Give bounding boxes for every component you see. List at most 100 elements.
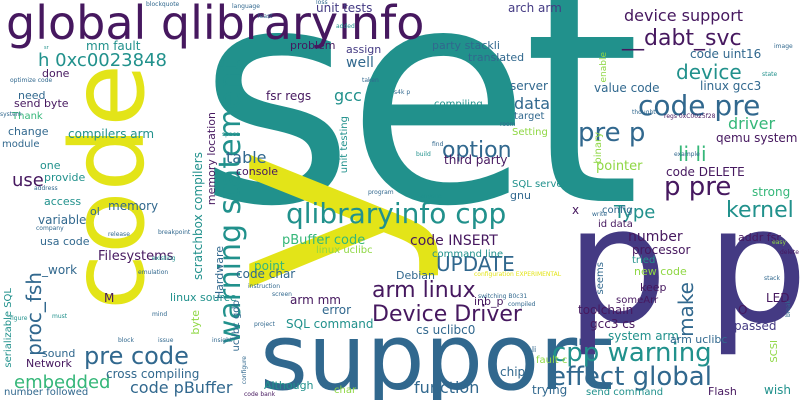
- word-assign: assign: [346, 43, 382, 56]
- word-release: release: [108, 231, 130, 238]
- word-image: image: [774, 43, 793, 50]
- word-o: O: [738, 303, 748, 317]
- word-pointer: pointer: [596, 159, 643, 174]
- word-unit-testing: unit testing: [339, 116, 350, 174]
- word-thought: thought: [632, 109, 656, 116]
- word-translated: translated: [468, 51, 525, 64]
- word-code-pre: code pre: [638, 89, 761, 122]
- word-serializable-sql: serializable SQL: [3, 288, 14, 368]
- word-linux-gcc3: linux gcc3: [700, 79, 762, 93]
- word-flash: Flash: [708, 385, 737, 398]
- word-language: language: [232, 3, 260, 10]
- word-usa-code: usa code: [40, 235, 90, 248]
- word-h-0xc: h 0xc0023848: [38, 50, 167, 71]
- word-tried: tried: [632, 255, 656, 266]
- word-space: space: [222, 131, 240, 138]
- word-sr: sr: [44, 45, 49, 51]
- word-device-driver: Device Driver: [372, 302, 522, 327]
- word-problem: problem: [290, 39, 336, 52]
- word-qemu-system: qemu system: [716, 131, 798, 145]
- word-anyone: anyone: [420, 193, 443, 200]
- word-device-support: device support: [624, 6, 744, 25]
- word-sound: sound: [42, 347, 76, 360]
- word-seems: seems: [595, 262, 606, 295]
- word-must: must: [52, 313, 68, 320]
- word-byte: byte: [189, 310, 202, 335]
- word-wish: wish: [764, 383, 792, 397]
- word-config: config: [602, 205, 633, 216]
- word-somearr: someArr: [616, 295, 659, 306]
- word-strong: strong: [752, 185, 791, 199]
- word-code-bank: code bank: [244, 391, 276, 398]
- word-system-arm: system arm: [608, 329, 679, 343]
- word-function: function: [414, 378, 480, 397]
- word-one: one: [40, 159, 61, 172]
- word-processor: processor: [632, 243, 691, 257]
- word-ol: ol: [90, 205, 100, 218]
- word-configuration-experimental: configuration EXPERIMENTAL: [474, 271, 562, 278]
- word-code-char: code char: [236, 267, 296, 281]
- word-driver: driver: [728, 114, 776, 133]
- word-blockquote: blockquote: [146, 1, 180, 8]
- word-point: point: [254, 259, 285, 273]
- word-variable: variable: [38, 213, 87, 227]
- word-party-stackli: party stackli: [432, 39, 500, 52]
- word-send-byte: send byte: [14, 97, 69, 110]
- word-delete: delete: [780, 249, 799, 256]
- word-server: server: [510, 79, 548, 93]
- word-need: need: [18, 89, 46, 102]
- word-qlibraryinfo-cpp: qlibraryinfo cpp: [286, 197, 507, 230]
- word-uclibc-gdb: uclibc gdb: [231, 300, 242, 352]
- word-room: room: [500, 121, 516, 128]
- word-work: _work: [42, 263, 78, 277]
- word-x: x: [572, 203, 580, 217]
- word-gcc: gcc: [334, 86, 362, 105]
- word-p-pre: p pre: [664, 172, 732, 202]
- word-console: console: [236, 165, 279, 178]
- word-system: system: [0, 111, 22, 118]
- word-send-command: send command: [586, 387, 664, 398]
- word-embedded: embedded: [14, 372, 111, 393]
- word-support: support: [260, 304, 614, 400]
- word-arm-mm: arm mm: [290, 293, 341, 307]
- word-cpp-warning: cpp warning: [552, 338, 712, 368]
- word-third-party: third party: [444, 153, 508, 167]
- word-regs-0xc: regs 0xC0025f28: [664, 113, 716, 120]
- word-effect-global: effect global: [550, 362, 712, 392]
- word-sql-command: SQL command: [286, 317, 374, 331]
- word-cross-compiling: cross compiling: [106, 367, 200, 381]
- word-added: added: [336, 23, 355, 30]
- word-global-qlibraryinfo: global qlibraryinfo: [6, 0, 425, 50]
- word-code-pbuffer: code pBuffer: [130, 378, 233, 397]
- word-easy: easy: [772, 239, 787, 246]
- word-write: write: [592, 211, 608, 218]
- word-project: project: [254, 321, 275, 328]
- word-ul-li: ul li: [522, 345, 537, 354]
- word-network: Network: [26, 357, 72, 370]
- word-code-uint16: code uint16: [690, 47, 762, 61]
- word-taken: taken: [362, 77, 379, 84]
- word-company: company: [36, 225, 64, 232]
- word-scsi: SCSI: [769, 340, 780, 363]
- word-switching: switching B0c31: [478, 293, 528, 300]
- word-keep: keep: [640, 281, 667, 294]
- word-cs-uclibc0: cs uclibc0: [416, 323, 476, 337]
- word-thank: Thank: [12, 111, 43, 122]
- word-memory: memory: [108, 199, 159, 213]
- word-addr-fsr: addr fsr: [738, 231, 781, 244]
- word-passed: passed: [734, 319, 777, 333]
- word-build: build: [416, 151, 431, 158]
- word-insight: insight: [212, 337, 233, 344]
- word-target: target: [514, 111, 545, 122]
- word-data: data: [514, 94, 551, 113]
- word-optimize-code: optimize code: [10, 77, 53, 84]
- word-configure: configure: [241, 356, 248, 385]
- word-arm-uclibc: arm uclibc: [670, 333, 728, 346]
- word-fsr-regs: fsr regs: [266, 89, 312, 103]
- word-breakpoint: breakpoint: [158, 229, 191, 236]
- word-mind: mind: [152, 311, 168, 318]
- word-instruction: instruction: [248, 283, 281, 290]
- word-compilers-arm: compilers arm: [68, 127, 155, 141]
- word-debian: Debian: [396, 269, 435, 282]
- word-m: M: [104, 291, 115, 305]
